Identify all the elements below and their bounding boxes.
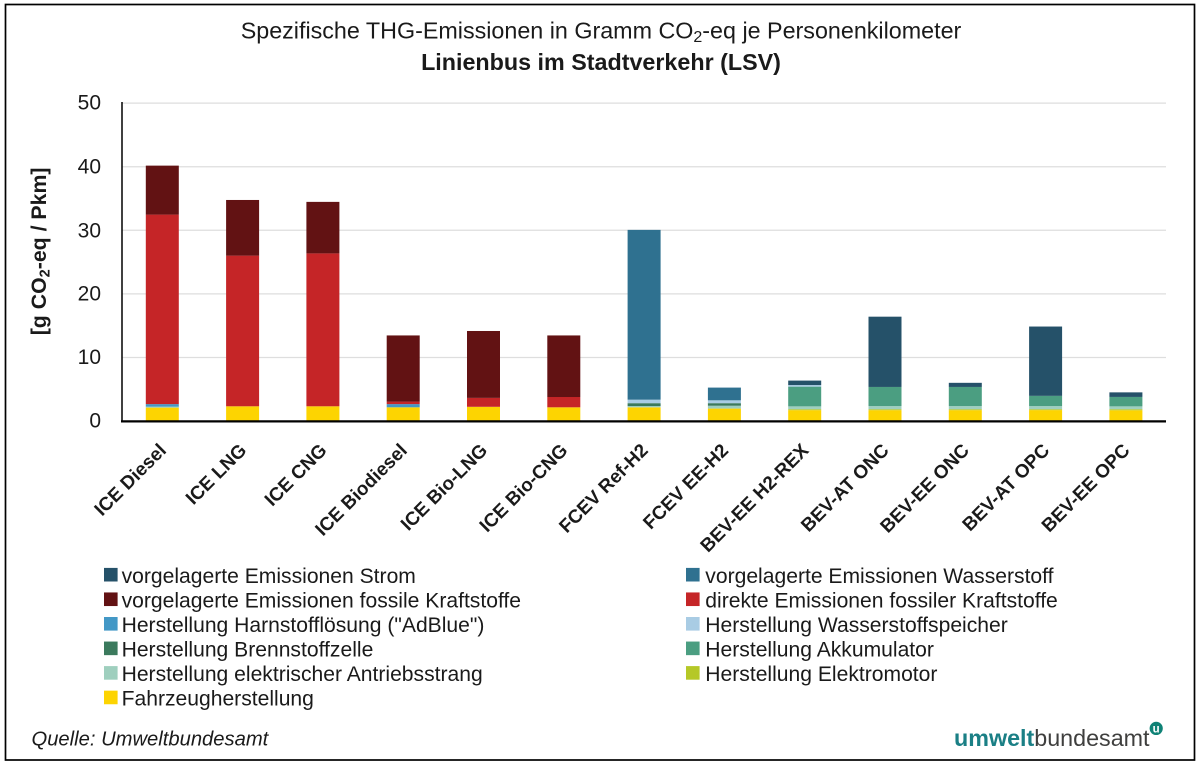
svg-text:Fahrzeugherstellung: Fahrzeugherstellung	[122, 688, 314, 711]
svg-text:vorgelagerte Emissionen Wasser: vorgelagerte Emissionen Wasserstoff	[705, 565, 1053, 588]
svg-text:Herstellung Brennstoffzelle: Herstellung Brennstoffzelle	[122, 638, 374, 661]
svg-text:Herstellung Akkumulator: Herstellung Akkumulator	[705, 638, 934, 661]
svg-text:vorgelagerte Emissionen Strom: vorgelagerte Emissionen Strom	[122, 565, 416, 588]
svg-text:10: 10	[78, 346, 101, 369]
svg-text:[g CO2-eq / Pkm]: [g CO2-eq / Pkm]	[27, 167, 54, 335]
svg-text:Herstellung Harnstofflösung (": Herstellung Harnstofflösung ("AdBlue")	[122, 614, 485, 637]
svg-text:vorgelagerte Emissionen fossil: vorgelagerte Emissionen fossile Kraftsto…	[122, 589, 521, 612]
svg-text:Herstellung Elektromotor: Herstellung Elektromotor	[705, 663, 937, 686]
svg-text:Spezifische THG-Emissionen in: Spezifische THG-Emissionen in Gramm CO2-…	[241, 18, 962, 46]
svg-text:u: u	[1153, 724, 1160, 736]
svg-text:Herstellung elektrischer Antri: Herstellung elektrischer Antriebsstrang	[122, 663, 483, 686]
svg-text:Linienbus im Stadtverkehr (LSV: Linienbus im Stadtverkehr (LSV)	[421, 49, 781, 75]
svg-text:30: 30	[78, 219, 101, 242]
svg-text:40: 40	[78, 155, 101, 178]
svg-text:direkte Emissionen fossiler Kr: direkte Emissionen fossiler Kraftstoffe	[705, 589, 1058, 612]
svg-text:umweltbundesamt: umweltbundesamt	[954, 725, 1150, 751]
svg-text:Quelle: Umweltbundesamt: Quelle: Umweltbundesamt	[32, 728, 270, 750]
svg-text:20: 20	[78, 283, 101, 306]
svg-text:0: 0	[89, 410, 101, 433]
svg-text:Herstellung Wasserstoffspeiche: Herstellung Wasserstoffspeicher	[705, 614, 1007, 637]
svg-text:50: 50	[78, 92, 101, 115]
